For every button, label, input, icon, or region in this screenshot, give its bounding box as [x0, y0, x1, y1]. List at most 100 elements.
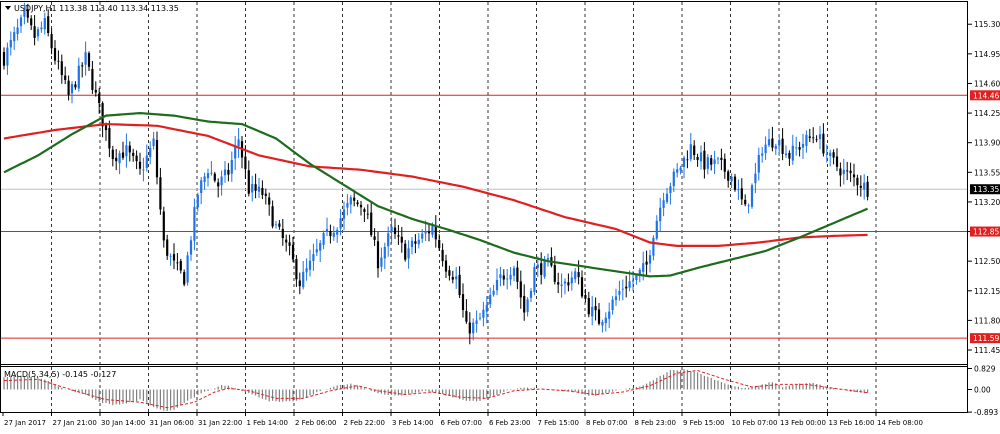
candle-body	[740, 188, 743, 200]
candle-body	[64, 75, 67, 80]
y-tick-label: 113.90	[974, 139, 1000, 148]
candle-body	[278, 223, 281, 227]
price-level-label: 111.59	[973, 334, 999, 343]
x-tick-label: 27 Jan 21:00	[53, 419, 97, 427]
candle-body	[60, 61, 63, 76]
candle-body	[312, 254, 315, 262]
price-level-tag	[970, 333, 1000, 344]
y-tick-label: 114.25	[974, 109, 1000, 118]
candle-body	[723, 158, 726, 172]
candle-body	[193, 207, 196, 241]
candle-body	[325, 229, 329, 232]
candle-body	[846, 170, 849, 172]
candle-body	[665, 193, 669, 202]
candle-body	[727, 171, 730, 181]
candle-body	[560, 284, 563, 286]
candle-body	[346, 203, 349, 208]
candle-body	[295, 259, 298, 280]
candle-body	[730, 176, 733, 182]
candle-body	[458, 274, 461, 296]
x-tick-label: 7 Feb 15:00	[538, 419, 579, 427]
candle-body	[57, 60, 60, 62]
candle-body	[366, 213, 369, 215]
candle-body	[128, 145, 131, 153]
candle-body	[839, 168, 842, 176]
candle-body	[47, 16, 50, 34]
x-tick-label: 8 Feb 23:00	[635, 419, 676, 427]
candle-body	[526, 299, 529, 312]
candle-body	[795, 147, 798, 149]
candle-body	[251, 183, 254, 193]
candle-body	[689, 144, 692, 160]
candle-body	[30, 18, 33, 26]
candle-body	[767, 139, 771, 146]
candle-body	[387, 233, 390, 247]
collapse-arrow-icon[interactable]	[5, 6, 11, 10]
candle-body	[580, 277, 584, 297]
candle-body	[519, 281, 522, 298]
candle-body	[237, 139, 240, 147]
candle-body	[210, 172, 213, 174]
macd-grid	[51, 367, 877, 412]
candle-body	[648, 255, 652, 264]
candle-body	[329, 231, 332, 237]
x-tick-label: 9 Feb 15:00	[683, 419, 724, 427]
current-price-label: 113.35	[973, 185, 999, 194]
candle-body	[410, 240, 414, 248]
candle-body	[227, 169, 230, 175]
candle-body	[516, 267, 519, 282]
candle-body	[421, 233, 424, 239]
candle-body	[6, 47, 9, 66]
candle-body	[302, 271, 305, 288]
candle-body	[376, 241, 380, 269]
y-tick-label: 112.15	[974, 287, 1000, 296]
candle-body	[254, 184, 257, 191]
macd-y-tick-label: -0.893	[974, 408, 998, 417]
macd-signal-line	[3, 369, 868, 409]
candle-body	[849, 170, 852, 174]
candle-body	[523, 296, 526, 313]
candle-body	[33, 26, 36, 39]
candle-body	[125, 145, 128, 157]
candle-body	[608, 311, 611, 319]
current-price-tag	[970, 184, 1000, 195]
candle-body	[268, 197, 271, 205]
candle-body	[563, 281, 567, 284]
candle-body	[574, 271, 577, 280]
candle-body	[771, 138, 774, 148]
candle-body	[397, 235, 400, 237]
candle-body	[271, 206, 274, 227]
macd-y-tick-label: 0.829	[974, 365, 996, 374]
candle-body	[587, 298, 590, 315]
x-tick-label: 14 Feb 08:00	[877, 419, 923, 427]
candle-body	[577, 272, 580, 278]
candle-body	[53, 48, 57, 61]
candle-body	[478, 317, 482, 319]
candle-body	[489, 295, 492, 305]
candle-body	[162, 211, 165, 241]
candle-body	[604, 317, 607, 324]
chart-title: USDJPY,H1 113.38 113.40 113.34 113.35	[14, 4, 179, 13]
candle-body	[308, 260, 312, 270]
candle-body	[703, 150, 706, 170]
candle-body	[482, 309, 485, 318]
candle-body	[842, 169, 845, 175]
candle-body	[594, 306, 597, 311]
price-level-tag	[970, 226, 1000, 237]
x-tick-label: 6 Feb 07:00	[441, 419, 482, 427]
candle-body	[635, 275, 638, 281]
candle-body	[791, 145, 794, 161]
price-level-label: 112.85	[973, 228, 999, 237]
candle-body	[118, 153, 121, 164]
candle-body	[798, 147, 801, 150]
candle-body	[101, 103, 104, 127]
candle-body	[176, 262, 179, 264]
candle-body	[706, 157, 709, 169]
candle-body	[468, 322, 471, 334]
candle-body	[370, 212, 373, 236]
candle-body	[506, 278, 509, 280]
candle-body	[264, 193, 267, 196]
candle-body	[659, 207, 662, 222]
candle-body	[852, 174, 856, 178]
price-level-label: 114.46	[973, 91, 999, 100]
